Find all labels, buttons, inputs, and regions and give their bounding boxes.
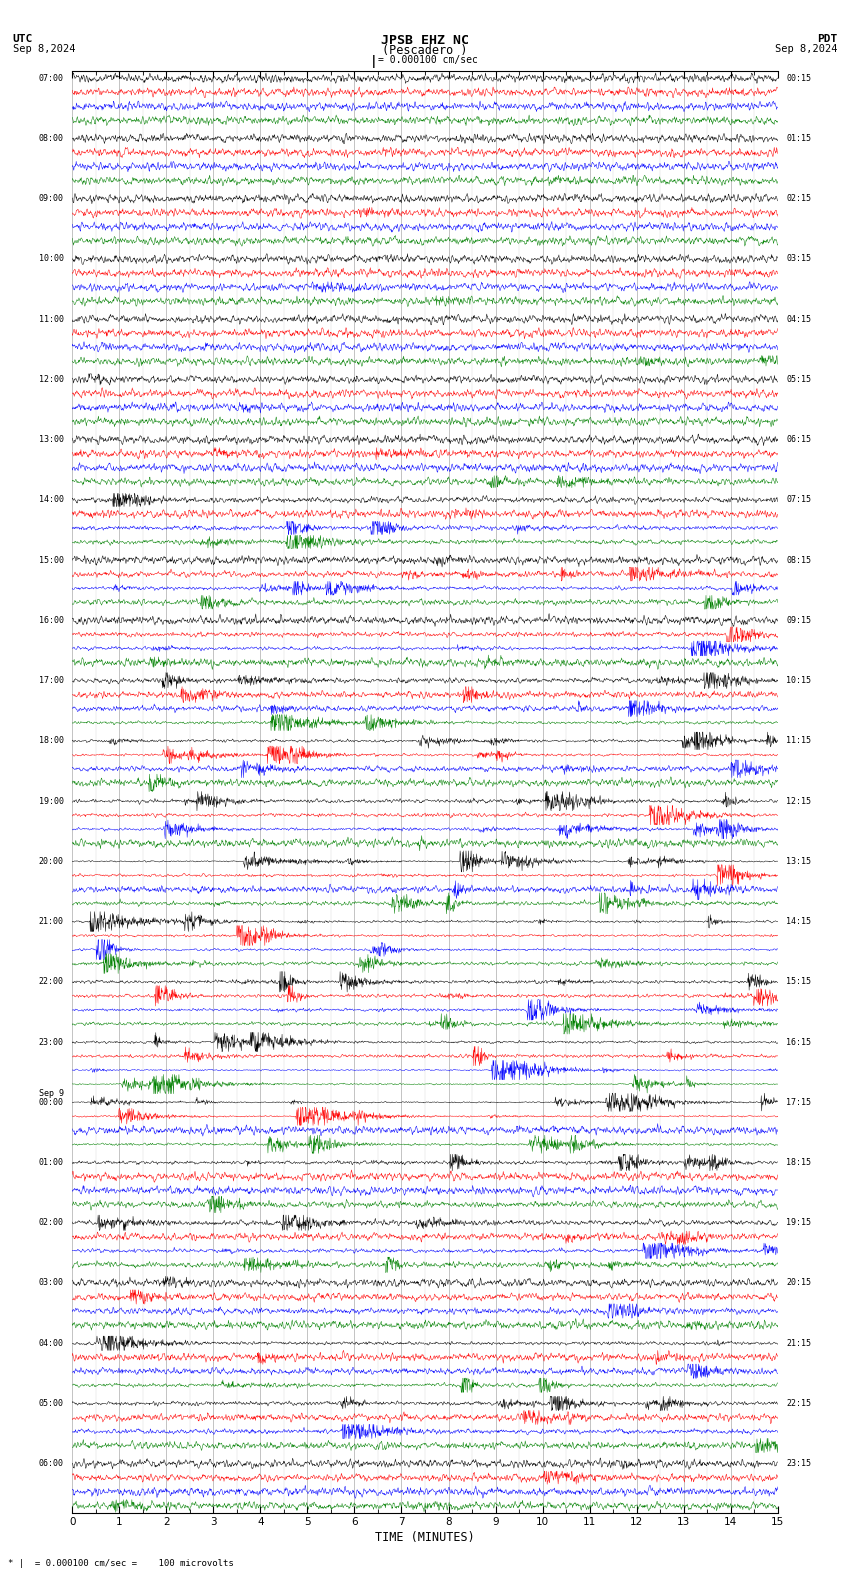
Text: 14:00: 14:00 — [39, 496, 64, 504]
Text: 04:15: 04:15 — [786, 315, 811, 323]
Text: 06:15: 06:15 — [786, 436, 811, 444]
Text: 12:15: 12:15 — [786, 797, 811, 806]
Text: (Pescadero ): (Pescadero ) — [382, 44, 468, 57]
Text: 23:15: 23:15 — [786, 1459, 811, 1468]
Text: 18:00: 18:00 — [39, 737, 64, 746]
Text: 09:15: 09:15 — [786, 616, 811, 626]
Text: 23:00: 23:00 — [39, 1038, 64, 1047]
Text: 08:15: 08:15 — [786, 556, 811, 564]
Text: 19:00: 19:00 — [39, 797, 64, 806]
Text: = 0.000100 cm/sec: = 0.000100 cm/sec — [378, 55, 478, 65]
Text: 09:00: 09:00 — [39, 195, 64, 203]
X-axis label: TIME (MINUTES): TIME (MINUTES) — [375, 1532, 475, 1544]
Text: 03:15: 03:15 — [786, 255, 811, 263]
Text: 08:00: 08:00 — [39, 135, 64, 143]
Text: JPSB EHZ NC: JPSB EHZ NC — [381, 33, 469, 48]
Text: 13:15: 13:15 — [786, 857, 811, 866]
Text: 10:00: 10:00 — [39, 255, 64, 263]
Text: |: | — [371, 55, 377, 68]
Text: 15:00: 15:00 — [39, 556, 64, 564]
Text: 16:15: 16:15 — [786, 1038, 811, 1047]
Text: 11:15: 11:15 — [786, 737, 811, 746]
Text: 20:15: 20:15 — [786, 1278, 811, 1288]
Text: 06:00: 06:00 — [39, 1459, 64, 1468]
Text: 21:00: 21:00 — [39, 917, 64, 927]
Text: 03:00: 03:00 — [39, 1278, 64, 1288]
Text: 17:00: 17:00 — [39, 676, 64, 686]
Text: 12:00: 12:00 — [39, 375, 64, 383]
Text: 07:15: 07:15 — [786, 496, 811, 504]
Text: 13:00: 13:00 — [39, 436, 64, 444]
Text: 00:15: 00:15 — [786, 74, 811, 82]
Text: 16:00: 16:00 — [39, 616, 64, 626]
Text: 02:00: 02:00 — [39, 1218, 64, 1228]
Text: 01:15: 01:15 — [786, 135, 811, 143]
Text: 17:15: 17:15 — [786, 1098, 811, 1107]
Text: Sep 8,2024: Sep 8,2024 — [774, 44, 837, 54]
Text: * |  = 0.000100 cm/sec =    100 microvolts: * | = 0.000100 cm/sec = 100 microvolts — [8, 1559, 235, 1568]
Text: 19:15: 19:15 — [786, 1218, 811, 1228]
Text: Sep 9: Sep 9 — [39, 1088, 64, 1098]
Text: 01:00: 01:00 — [39, 1158, 64, 1167]
Text: 18:15: 18:15 — [786, 1158, 811, 1167]
Text: UTC: UTC — [13, 33, 33, 44]
Text: 05:15: 05:15 — [786, 375, 811, 383]
Text: 22:15: 22:15 — [786, 1399, 811, 1408]
Text: PDT: PDT — [817, 33, 837, 44]
Text: 15:15: 15:15 — [786, 977, 811, 987]
Text: 14:15: 14:15 — [786, 917, 811, 927]
Text: 02:15: 02:15 — [786, 195, 811, 203]
Text: 04:00: 04:00 — [39, 1338, 64, 1348]
Text: 22:00: 22:00 — [39, 977, 64, 987]
Text: 10:15: 10:15 — [786, 676, 811, 686]
Text: 20:00: 20:00 — [39, 857, 64, 866]
Text: 07:00: 07:00 — [39, 74, 64, 82]
Text: 05:00: 05:00 — [39, 1399, 64, 1408]
Text: 11:00: 11:00 — [39, 315, 64, 323]
Text: 00:00: 00:00 — [39, 1098, 64, 1107]
Text: Sep 8,2024: Sep 8,2024 — [13, 44, 76, 54]
Text: 21:15: 21:15 — [786, 1338, 811, 1348]
